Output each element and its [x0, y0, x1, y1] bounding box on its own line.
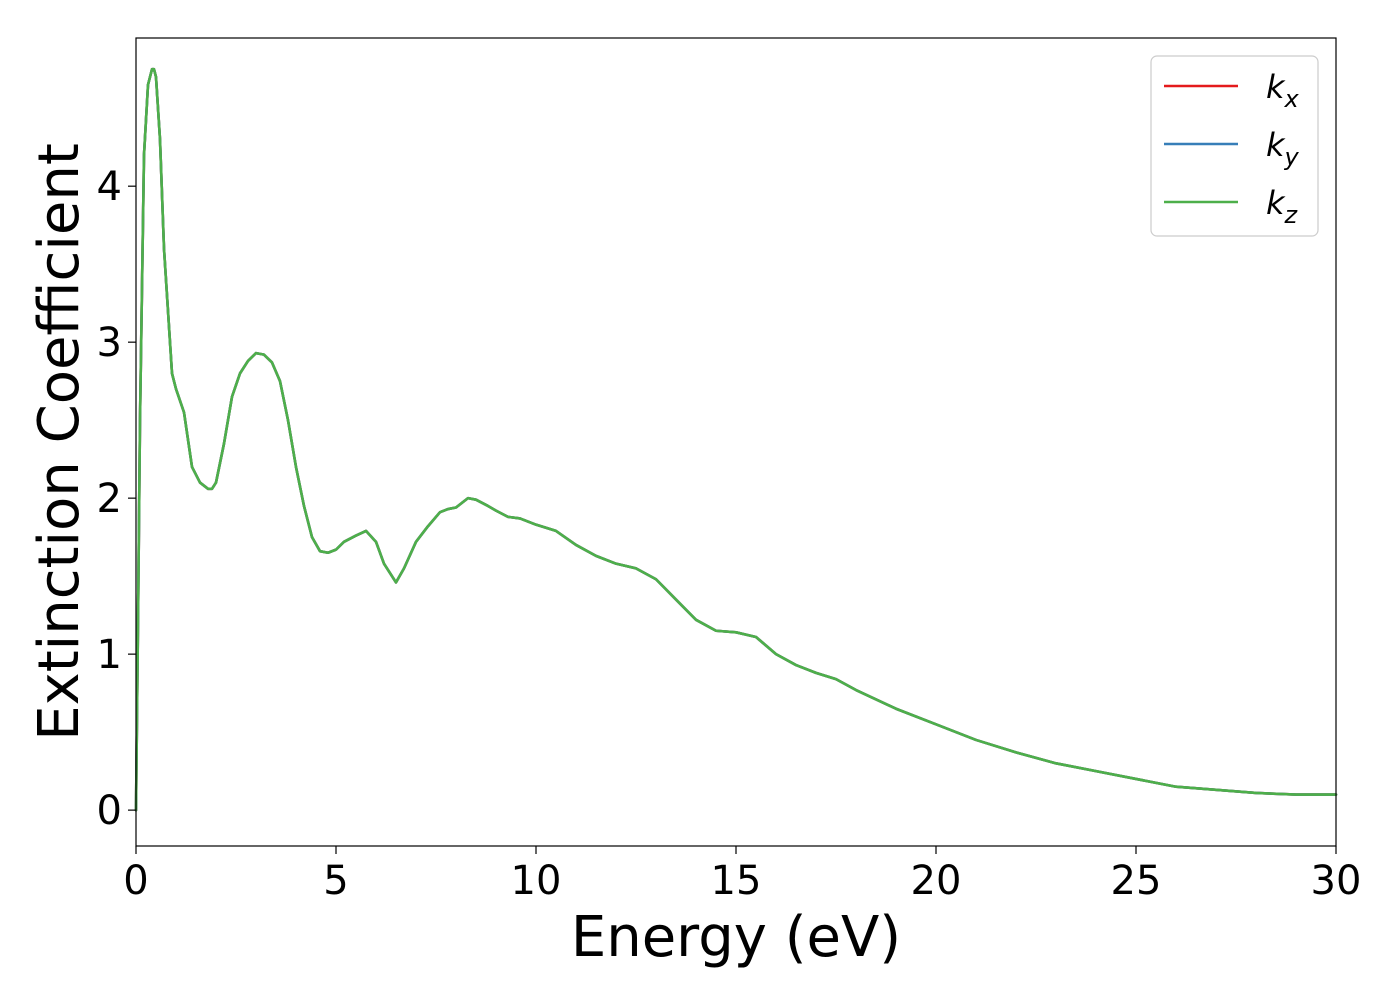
x-tick-label: 5 [323, 858, 348, 904]
x-tick-label: 30 [1311, 858, 1362, 904]
legend-label-subscript: z [1284, 201, 1299, 229]
y-tick-label: 3 [97, 320, 122, 366]
x-axis-ticks: 0 5 10 15 20 25 30 [123, 846, 1361, 904]
legend-box [1150, 55, 1319, 237]
y-axis-ticks: 0 1 2 3 4 [97, 164, 136, 834]
x-tick-label: 10 [511, 858, 562, 904]
x-tick-label: 15 [711, 858, 762, 904]
legend-label-k_y: ky [1266, 126, 1300, 171]
legend-label-subscript: x [1284, 85, 1300, 113]
y-axis-label: Extinction Coefficient [27, 143, 92, 741]
series-line-k_z [134, 67, 1338, 812]
legend-label-base: k [1266, 184, 1286, 222]
legend-label-subscript: y [1284, 143, 1300, 171]
x-tick-label: 20 [911, 858, 962, 904]
y-tick-label: 0 [97, 788, 122, 834]
y-tick-label: 1 [97, 632, 122, 678]
plot-background [136, 38, 1336, 846]
series-layer [134, 67, 1338, 812]
y-tick-label: 2 [97, 476, 122, 522]
legend-label-base: k [1266, 68, 1286, 106]
y-tick-label: 4 [97, 164, 122, 210]
legend-label-k_z: kz [1266, 184, 1299, 229]
x-tick-label: 25 [1111, 858, 1162, 904]
legend-label-k_x: kx [1266, 68, 1300, 113]
legend-label-base: k [1266, 126, 1286, 164]
x-tick-label: 0 [123, 858, 148, 904]
x-axis-label: Energy (eV) [571, 905, 901, 970]
